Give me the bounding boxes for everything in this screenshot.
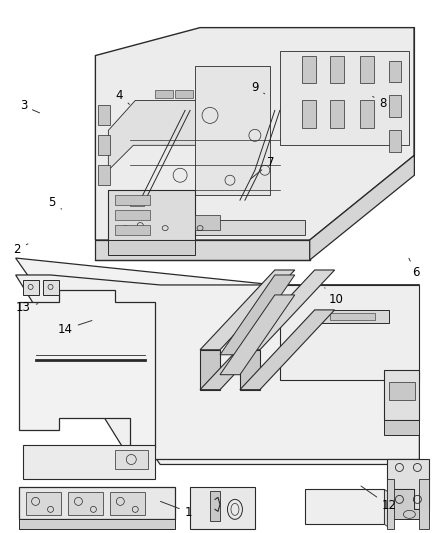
Polygon shape xyxy=(16,275,419,459)
Polygon shape xyxy=(310,28,414,260)
Polygon shape xyxy=(210,491,220,521)
Polygon shape xyxy=(19,290,155,448)
Polygon shape xyxy=(95,28,414,240)
Polygon shape xyxy=(195,66,270,195)
Polygon shape xyxy=(330,55,343,84)
Polygon shape xyxy=(419,480,429,529)
Polygon shape xyxy=(389,131,401,152)
Polygon shape xyxy=(302,55,316,84)
Polygon shape xyxy=(200,350,220,390)
Polygon shape xyxy=(108,220,305,235)
Polygon shape xyxy=(389,95,401,117)
Polygon shape xyxy=(42,280,59,295)
Polygon shape xyxy=(175,91,193,99)
Polygon shape xyxy=(200,310,295,390)
Polygon shape xyxy=(240,270,335,350)
Text: 9: 9 xyxy=(251,81,265,94)
Polygon shape xyxy=(23,445,155,480)
Polygon shape xyxy=(360,100,374,128)
Polygon shape xyxy=(115,210,150,220)
Polygon shape xyxy=(115,225,150,235)
Polygon shape xyxy=(240,310,335,390)
Polygon shape xyxy=(320,310,389,323)
Polygon shape xyxy=(388,459,429,510)
Polygon shape xyxy=(19,519,175,529)
Text: 1: 1 xyxy=(160,502,192,519)
Polygon shape xyxy=(110,492,145,515)
Text: 12: 12 xyxy=(361,486,397,512)
Polygon shape xyxy=(305,489,385,524)
Text: 10: 10 xyxy=(325,288,343,306)
Polygon shape xyxy=(108,190,195,255)
Polygon shape xyxy=(385,489,392,529)
Text: 14: 14 xyxy=(58,320,92,336)
Polygon shape xyxy=(115,195,150,205)
Polygon shape xyxy=(240,350,260,390)
Polygon shape xyxy=(389,382,415,400)
Polygon shape xyxy=(99,165,110,185)
Polygon shape xyxy=(200,270,295,350)
Polygon shape xyxy=(108,190,195,240)
Polygon shape xyxy=(23,280,39,295)
Polygon shape xyxy=(99,106,110,125)
Polygon shape xyxy=(220,295,295,375)
Polygon shape xyxy=(388,480,395,529)
Polygon shape xyxy=(389,61,401,83)
Polygon shape xyxy=(302,100,316,128)
Polygon shape xyxy=(360,55,374,84)
Polygon shape xyxy=(155,91,173,99)
Text: 8: 8 xyxy=(373,96,386,110)
Polygon shape xyxy=(25,492,60,515)
Polygon shape xyxy=(330,313,374,320)
Text: 5: 5 xyxy=(49,196,62,209)
Polygon shape xyxy=(190,487,255,529)
Polygon shape xyxy=(388,489,429,519)
Polygon shape xyxy=(280,51,410,146)
Polygon shape xyxy=(385,370,419,419)
Text: 6: 6 xyxy=(409,259,420,279)
Polygon shape xyxy=(68,492,103,515)
Text: 13: 13 xyxy=(16,302,38,314)
Polygon shape xyxy=(16,258,419,464)
Text: 4: 4 xyxy=(116,89,130,104)
Polygon shape xyxy=(130,200,144,206)
Polygon shape xyxy=(385,419,419,434)
Polygon shape xyxy=(19,487,175,519)
Polygon shape xyxy=(195,215,220,230)
Polygon shape xyxy=(95,240,310,260)
Polygon shape xyxy=(330,100,343,128)
Text: 3: 3 xyxy=(20,100,39,113)
Text: 2: 2 xyxy=(14,243,28,256)
Polygon shape xyxy=(280,285,419,379)
Polygon shape xyxy=(115,449,148,470)
Polygon shape xyxy=(99,135,110,155)
Polygon shape xyxy=(108,100,220,170)
Text: 7: 7 xyxy=(251,156,274,179)
Polygon shape xyxy=(220,275,295,355)
